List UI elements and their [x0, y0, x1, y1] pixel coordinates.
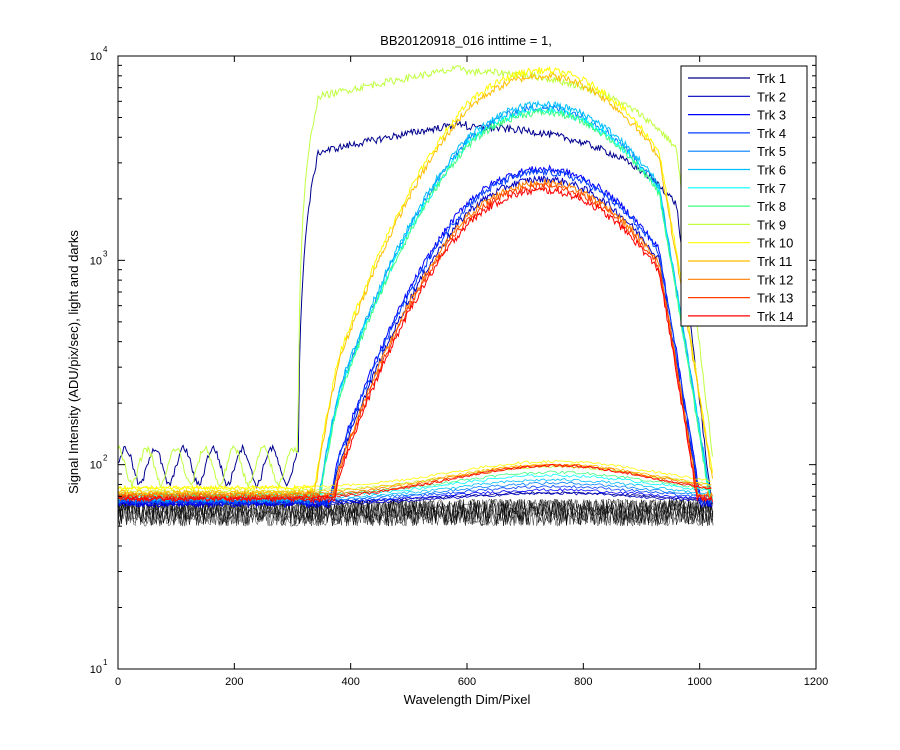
dark-trace [117, 498, 714, 527]
legend-box [680, 65, 808, 327]
series-lines [117, 65, 713, 510]
series-line-1 [117, 119, 713, 504]
legend-label: Trk 12 [757, 272, 793, 287]
y-tick-label-exponent: 1 [103, 658, 108, 667]
legend-label: Trk 10 [757, 236, 793, 251]
y-tick-label-exponent: 3 [103, 249, 108, 258]
series-baseline-10 [117, 459, 712, 490]
legend-label: Trk 7 [757, 181, 786, 196]
x-tick-label: 1000 [687, 676, 711, 688]
legend-label: Trk 14 [757, 309, 793, 324]
series-line-4 [117, 168, 713, 507]
legend-label: Trk 2 [757, 89, 786, 104]
y-tick-label-base: 10 [90, 460, 102, 472]
y-tick-label-exponent: 4 [103, 45, 108, 54]
y-tick-label-base: 10 [90, 51, 102, 63]
series-line-2 [117, 174, 713, 510]
x-tick-label: 400 [341, 676, 359, 688]
series-line-3 [117, 164, 713, 509]
y-tick-label-base: 10 [90, 664, 102, 676]
series-baseline-14 [117, 463, 712, 501]
x-axis-label: Wavelength Dim/Pixel [404, 692, 531, 707]
x-tick-label: 200 [225, 676, 243, 688]
legend-label: Trk 4 [757, 126, 786, 141]
series-baseline-5 [117, 481, 712, 502]
legend-label: Trk 1 [757, 71, 786, 86]
x-tick-label: 800 [574, 676, 592, 688]
series-line-14 [117, 186, 713, 504]
series-line-9 [117, 65, 713, 489]
dark-trace [117, 498, 714, 527]
series-line-8 [117, 108, 713, 500]
y-tick-label-exponent: 2 [103, 454, 108, 463]
x-tick-label: 600 [458, 676, 476, 688]
legend-label: Trk 8 [757, 199, 786, 214]
y-axis-label: Signal Intensity (ADU/pix/sec), light an… [66, 230, 81, 494]
legend-label: Trk 9 [757, 217, 786, 232]
legend: Trk 1 Trk 2 Trk 3 Trk 4 Trk 5 Trk 6 Trk 7 Trk 8… [680, 65, 808, 327]
legend-label: Trk 6 [757, 163, 786, 178]
dark-trace [117, 498, 714, 527]
legend-label: Trk 3 [757, 108, 786, 123]
x-tick-label: 1200 [804, 676, 828, 688]
legend-label: Trk 13 [757, 291, 793, 306]
legend-label: Trk 11 [757, 254, 792, 269]
legend-label: Trk 5 [757, 144, 786, 159]
x-tick-label: 0 [115, 676, 121, 688]
series-line-10 [117, 65, 713, 492]
chart-title: BB20120918_016 inttime = 1, [380, 33, 552, 48]
series-baseline-12 [117, 463, 712, 497]
series-baseline-11 [117, 463, 712, 495]
y-tick-label-base: 10 [90, 255, 102, 267]
